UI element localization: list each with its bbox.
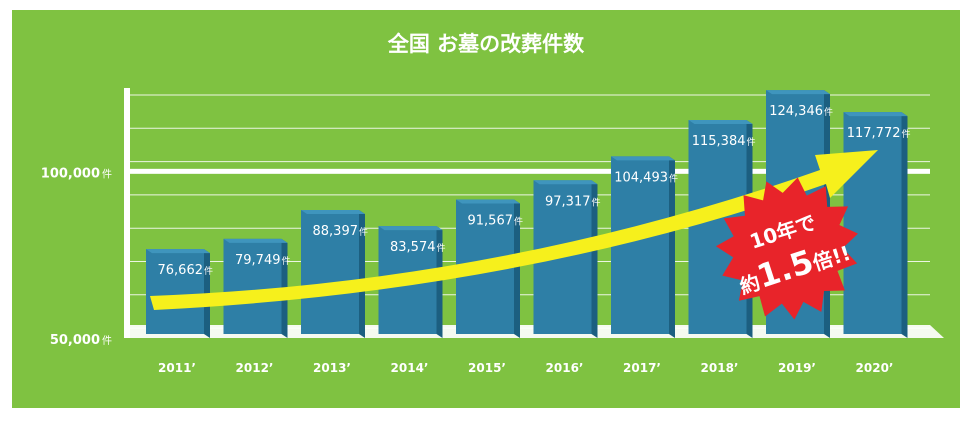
ratio-badge-shape bbox=[715, 177, 858, 320]
bar-top bbox=[456, 199, 520, 204]
y-tick-unit: 件 bbox=[102, 168, 112, 180]
data-label: 124,346 bbox=[769, 104, 823, 119]
y-tick-layer: 100,000 件50,000 件 bbox=[41, 166, 930, 348]
y-axis-line bbox=[124, 88, 130, 338]
chart-title: 全国 お墓の改葬件数 bbox=[387, 32, 585, 56]
data-label: 97,317 bbox=[545, 194, 591, 209]
bar-side bbox=[436, 226, 443, 338]
data-label-unit: 件 bbox=[669, 172, 678, 184]
bar bbox=[223, 238, 282, 334]
x-tick-label: 2017’ bbox=[623, 361, 661, 375]
bar-top bbox=[378, 226, 443, 231]
bar-side bbox=[514, 199, 520, 338]
bar-top bbox=[223, 238, 288, 243]
bar bbox=[843, 112, 902, 335]
data-label: 88,397 bbox=[313, 224, 359, 239]
data-label: 83,574 bbox=[390, 240, 436, 255]
bar-top bbox=[688, 120, 753, 125]
bar-side bbox=[901, 112, 908, 339]
x-tick-label: 2012’ bbox=[236, 361, 274, 375]
data-label-unit: 件 bbox=[204, 265, 213, 277]
bar-side bbox=[669, 156, 675, 338]
ratio-badge: 10年で 約1.5倍!! bbox=[715, 177, 858, 320]
axis-layer bbox=[124, 88, 130, 338]
bar-side bbox=[359, 210, 365, 338]
bar-top bbox=[611, 156, 675, 161]
x-tick-label: 2018’ bbox=[701, 361, 739, 375]
major-gridline bbox=[124, 168, 930, 174]
data-label: 117,772 bbox=[847, 126, 901, 141]
ratio-badge-line2: 約1.5倍!! bbox=[733, 230, 854, 302]
data-label-unit: 件 bbox=[282, 255, 291, 267]
data-label-unit: 件 bbox=[437, 242, 446, 254]
growth-arrow bbox=[150, 150, 878, 310]
data-label-unit: 件 bbox=[592, 196, 601, 208]
data-label-unit: 件 bbox=[359, 226, 368, 238]
x-tick-label: 2015’ bbox=[468, 361, 506, 375]
bar-top bbox=[843, 112, 908, 117]
x-tick-label: 2019’ bbox=[778, 361, 816, 375]
bar-side bbox=[591, 180, 598, 338]
data-label-unit: 件 bbox=[902, 128, 911, 140]
x-tick-layer: 2011’ 2012’ 2013’ 2014’ 2015’ 2016’ 2017’ 2018’… bbox=[158, 361, 893, 375]
growth-arrow-shaft bbox=[150, 150, 878, 310]
x-tick-label: 2011’ bbox=[158, 361, 196, 375]
y-tick-label: 50,000 bbox=[50, 333, 100, 348]
x-tick-label: 2013’ bbox=[313, 361, 351, 375]
data-label: 79,749 bbox=[235, 253, 281, 268]
data-label-unit: 件 bbox=[824, 106, 833, 118]
x-tick-label: 2016’ bbox=[546, 361, 584, 375]
bar-top bbox=[301, 210, 365, 215]
data-label-layer: 76,662 件79,749 件88,397 件83,574 件91,567 件97,31… bbox=[158, 104, 911, 278]
data-label-unit: 件 bbox=[514, 215, 523, 227]
data-label: 91,567 bbox=[468, 213, 514, 228]
data-label: 115,384 bbox=[692, 134, 746, 149]
y-tick-label: 100,000 bbox=[41, 166, 100, 181]
x-tick-label: 2020’ bbox=[856, 361, 894, 375]
y-tick-unit: 件 bbox=[102, 335, 112, 347]
data-label: 104,493 bbox=[614, 170, 668, 185]
bar-top bbox=[533, 180, 598, 185]
x-tick-label: 2014’ bbox=[391, 361, 429, 375]
bar-top bbox=[146, 249, 210, 254]
bar-top bbox=[766, 90, 830, 95]
data-label-unit: 件 bbox=[747, 136, 756, 148]
bar bbox=[301, 210, 359, 334]
bar bbox=[146, 249, 204, 334]
bar bbox=[611, 156, 669, 334]
data-label: 76,662 bbox=[158, 263, 204, 278]
